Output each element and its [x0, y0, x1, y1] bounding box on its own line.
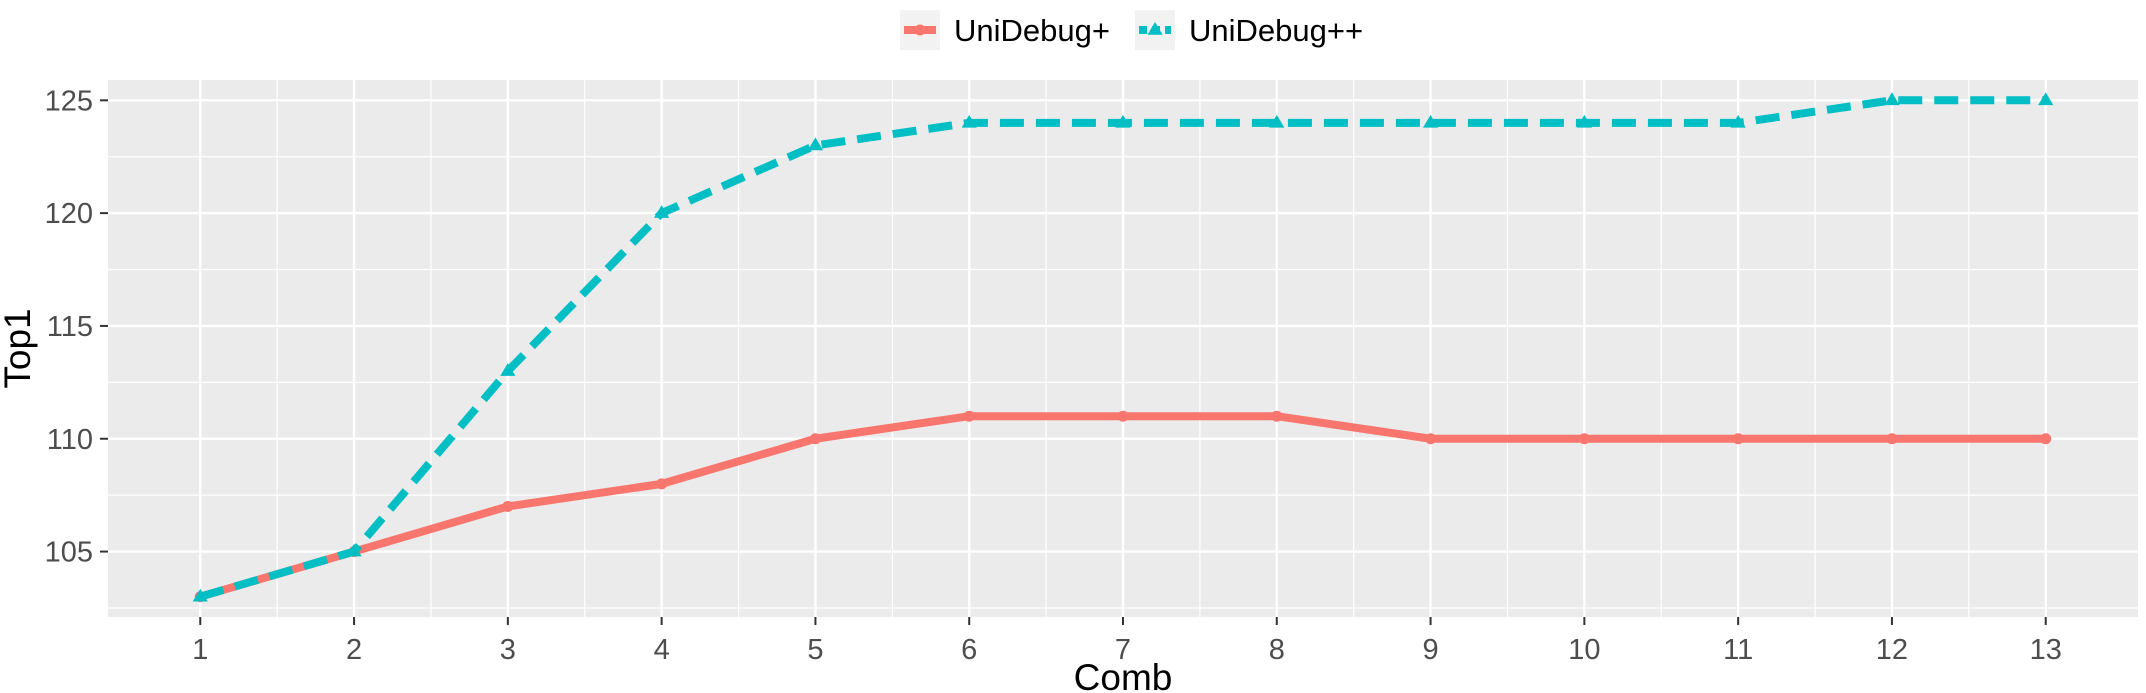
legend-key-circle [914, 24, 926, 36]
data-point-triangle [192, 588, 208, 602]
series-layer [192, 92, 2054, 603]
x-tick-label: 5 [807, 634, 823, 666]
x-tick-label: 4 [654, 634, 670, 666]
data-point-circle [656, 478, 668, 490]
data-point-triangle [2038, 92, 2054, 106]
data-point-circle [1425, 433, 1437, 445]
x-tick-label: 6 [961, 634, 977, 666]
x-tick-label: 10 [1568, 634, 1600, 666]
x-tick-label: 11 [1723, 634, 1753, 666]
data-point-triangle [1730, 114, 1746, 128]
x-tick-label: 7 [1115, 634, 1131, 666]
x-tick-label: 13 [2030, 634, 2062, 666]
data-point-triangle [1269, 114, 1285, 128]
y-tick-label: 115 [47, 311, 93, 343]
x-tick-label: 8 [1269, 634, 1285, 666]
data-point-circle [1271, 410, 1283, 422]
x-tick-label: 1 [192, 634, 208, 666]
y-tick-label: 105 [45, 537, 93, 569]
data-point-circle [809, 433, 821, 445]
x-tick-label: 3 [500, 634, 516, 666]
data-point-triangle [807, 137, 824, 151]
y-axis-title: Top1 [0, 308, 38, 388]
legend: UniDebug+ UniDebug++ [900, 10, 1363, 50]
legend-label: UniDebug+ [954, 13, 1110, 48]
data-point-triangle [1884, 92, 1900, 106]
data-point-circle [502, 500, 514, 512]
major-gridlines [108, 80, 2138, 617]
y-tick-label: 120 [45, 198, 93, 230]
data-point-circle [1117, 410, 1129, 422]
data-point-triangle [1115, 114, 1131, 128]
data-point-triangle [1576, 114, 1592, 128]
x-tick-label: 2 [346, 634, 362, 666]
x-tick-label: 12 [1876, 634, 1908, 666]
y-tick-label: 125 [45, 85, 93, 117]
data-point-triangle [346, 543, 362, 557]
data-point-triangle [500, 363, 516, 376]
data-point-circle [963, 410, 975, 422]
data-point-circle [1732, 433, 1744, 445]
y-tick-label: 110 [47, 424, 93, 456]
data-point-circle [1886, 433, 1898, 445]
data-point-triangle [654, 205, 670, 218]
data-point-circle [2040, 433, 2052, 445]
data-point-circle [1578, 433, 1590, 445]
x-axis-title: Comb [1074, 657, 1173, 693]
legend-label: UniDebug++ [1189, 13, 1363, 48]
data-point-triangle [961, 114, 977, 128]
legend-key-triangle [1147, 22, 1163, 35]
x-tick-label: 9 [1423, 634, 1439, 666]
data-point-triangle [1422, 114, 1439, 128]
